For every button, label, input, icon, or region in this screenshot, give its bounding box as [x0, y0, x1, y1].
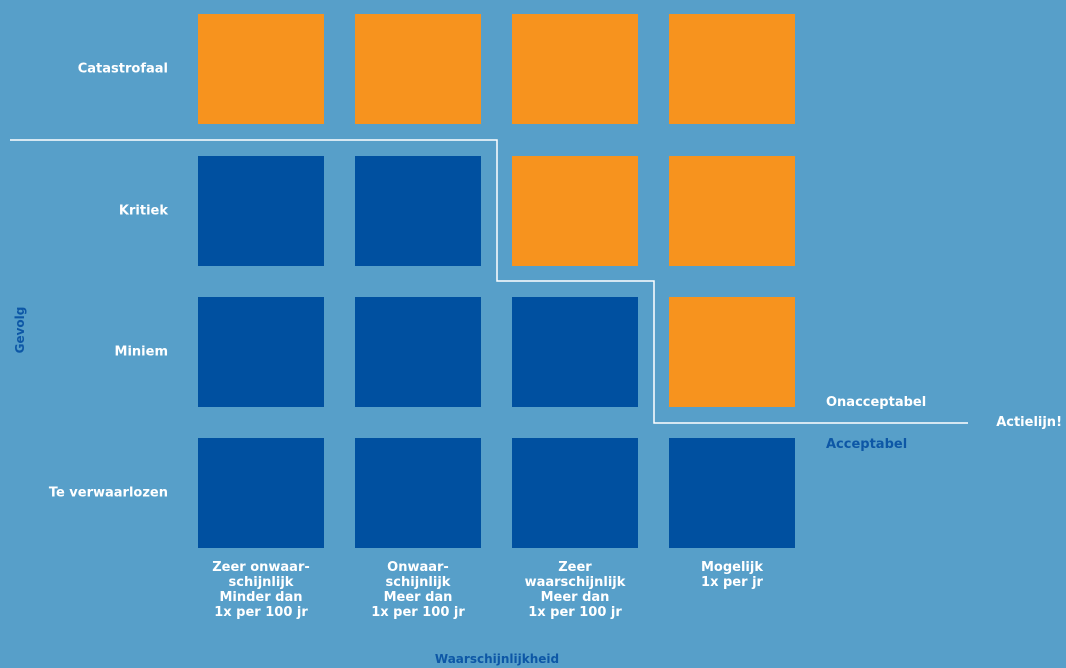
- risk-cell-unacceptable: [669, 297, 795, 407]
- risk-cell-acceptable: [198, 438, 324, 548]
- risk-cell-unacceptable: [669, 14, 795, 124]
- risk-cell-acceptable: [355, 297, 481, 407]
- risk-cell-unacceptable: [512, 14, 638, 124]
- risk-cell-unacceptable: [512, 156, 638, 266]
- column-label: Onwaar- schijnlijk Meer dan 1x per 100 j…: [371, 560, 465, 620]
- acceptable-zone-label: Acceptabel: [826, 437, 908, 452]
- x-axis-label: Waarschijnlijkheid: [434, 652, 560, 666]
- row-label: Te verwaarlozen: [48, 485, 168, 501]
- row-label: Catastrofaal: [77, 61, 168, 77]
- risk-cell-unacceptable: [355, 14, 481, 124]
- risk-cell-acceptable: [355, 438, 481, 548]
- risk-cell-unacceptable: [669, 156, 795, 266]
- column-label: Mogelijk 1x per jr: [700, 560, 763, 590]
- risk-cell-unacceptable: [198, 14, 324, 124]
- risk-cell-acceptable: [512, 297, 638, 407]
- row-label: Kritiek: [118, 203, 168, 219]
- row-label: Miniem: [114, 344, 168, 360]
- action-line-label: Actielijn!: [996, 415, 1062, 430]
- y-axis-label: Gevolg: [13, 306, 27, 354]
- risk-cell-acceptable: [355, 156, 481, 266]
- risk-cell-acceptable: [512, 438, 638, 548]
- column-label: Zeer waarschijnlijk Meer dan 1x per 100 …: [524, 560, 626, 620]
- risk-cell-acceptable: [198, 297, 324, 407]
- column-label: Zeer onwaar- schijnlijk Minder dan 1x pe…: [212, 560, 310, 620]
- risk-cell-acceptable: [198, 156, 324, 266]
- unacceptable-zone-label: Onacceptabel: [826, 395, 927, 410]
- risk-cell-acceptable: [669, 438, 795, 548]
